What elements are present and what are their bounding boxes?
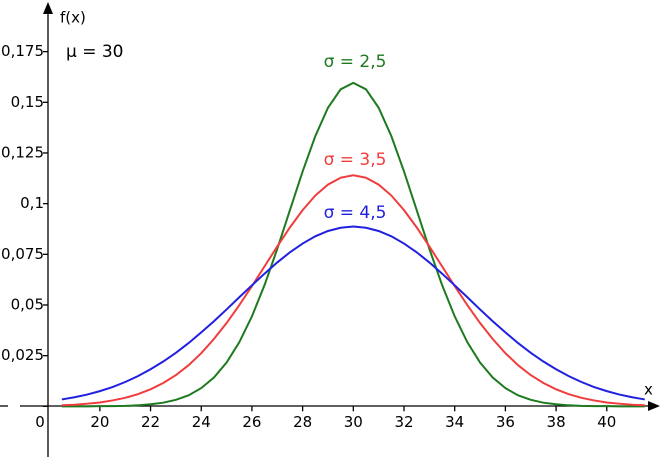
y-tick-label: 0 [35, 413, 45, 431]
series-label: σ = 3,5 [324, 150, 387, 170]
y-tick-label: 0,075 [1, 245, 44, 263]
x-tick-label: 22 [141, 413, 160, 431]
x-tick-label: 26 [242, 413, 261, 431]
x-tick-label: 36 [496, 413, 515, 431]
x-tick-label: 24 [192, 413, 211, 431]
y-tick-label: 0,15 [11, 93, 44, 111]
annotation: μ = 30 [66, 42, 124, 62]
x-tick-label: 38 [547, 413, 566, 431]
series-label: σ = 4,5 [324, 203, 387, 223]
line-series [61, 174, 645, 407]
x-tick-label: 34 [445, 413, 464, 431]
x-tick-label: 28 [293, 413, 312, 431]
x-tick-label: 20 [90, 413, 109, 431]
line-series [61, 81, 645, 408]
y-tick-label: 0,025 [1, 346, 44, 364]
y-axis-label: f(x) [60, 9, 86, 27]
y-tick-label: 0,05 [11, 295, 44, 313]
x-tick-label: 32 [394, 413, 413, 431]
y-arrow [43, 2, 53, 14]
series-label: σ = 2,5 [324, 52, 387, 72]
y-tick-label: 0,1 [20, 194, 44, 212]
x-arrow [648, 401, 660, 411]
y-tick-label: 0,125 [1, 143, 44, 161]
x-tick-label: 30 [344, 413, 363, 431]
y-tick-label: 0,175 [1, 42, 44, 60]
x-axis-label: x [644, 381, 653, 399]
x-tick-label: 40 [597, 413, 616, 431]
line-series [61, 225, 645, 401]
